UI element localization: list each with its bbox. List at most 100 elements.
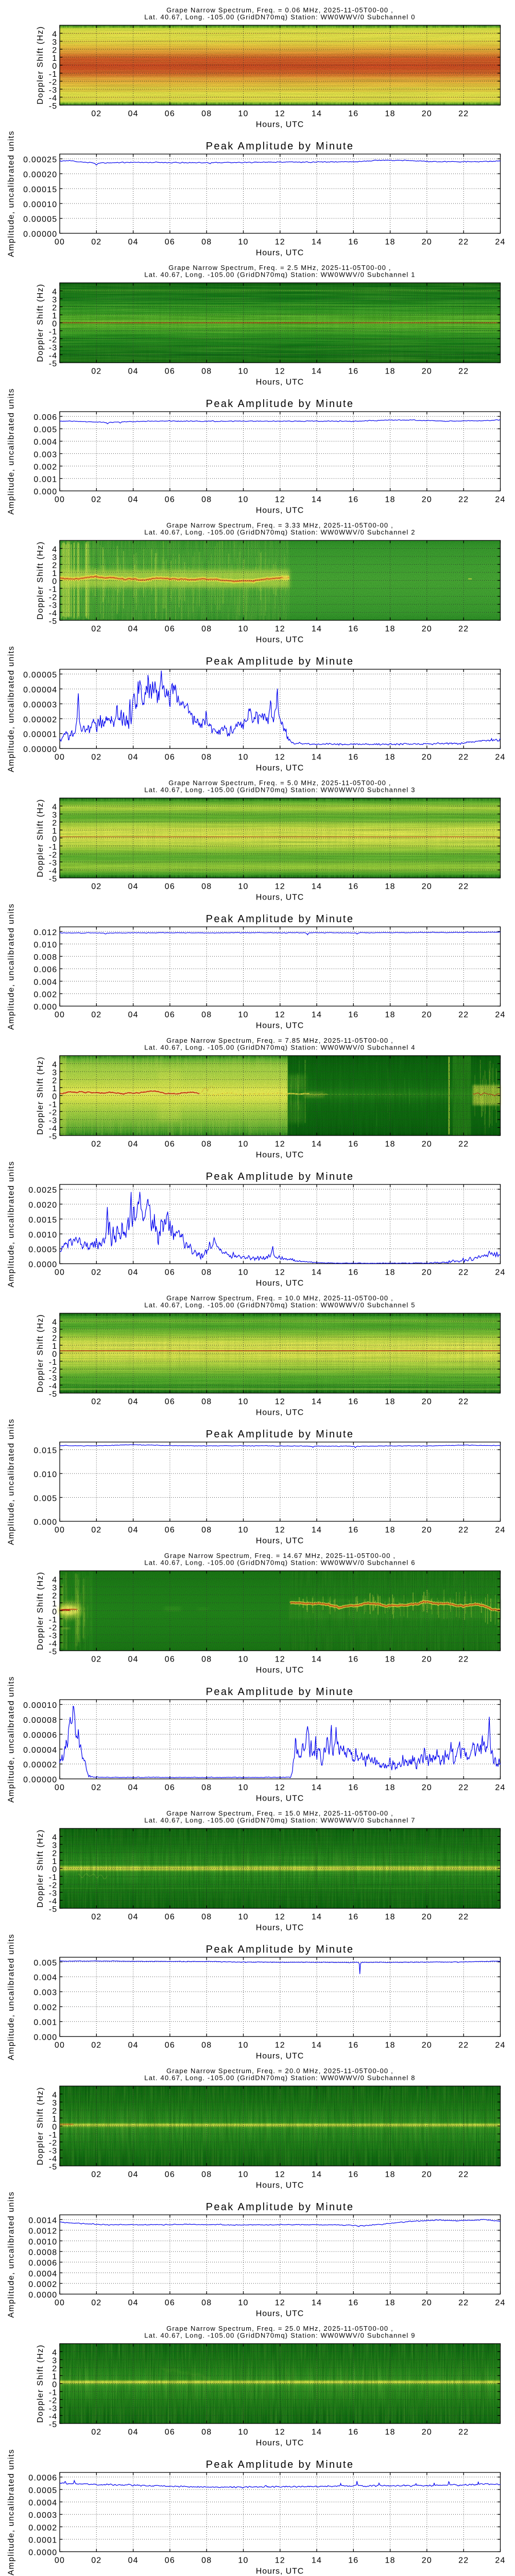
svg-text:10: 10 [238, 2171, 248, 2179]
svg-text:14: 14 [312, 1783, 322, 1792]
svg-text:06: 06 [165, 2298, 175, 2307]
svg-text:Hours, UTC: Hours, UTC [256, 506, 304, 515]
svg-text:04: 04 [128, 2556, 138, 2565]
svg-text:-1: -1 [49, 2388, 58, 2397]
svg-text:04: 04 [128, 883, 138, 891]
svg-text:-1: -1 [49, 1100, 58, 1109]
svg-text:06: 06 [165, 625, 175, 634]
svg-text:0.0012: 0.0012 [28, 2227, 57, 2236]
svg-text:0.0025: 0.0025 [28, 1186, 57, 1195]
svg-text:18: 18 [385, 2556, 395, 2565]
svg-text:Peak Amplitude by Minute: Peak Amplitude by Minute [206, 2459, 354, 2470]
svg-text:Doppler Shift (Hz): Doppler Shift (Hz) [36, 283, 45, 362]
svg-text:18: 18 [385, 1913, 395, 1922]
svg-text:24: 24 [495, 2041, 505, 2049]
svg-text:18: 18 [385, 1655, 395, 1664]
svg-text:Grape Narrow Spectrum, Freq. =: Grape Narrow Spectrum, Freq. = 15.0 MHz,… [166, 1809, 393, 1817]
svg-text:-4: -4 [49, 867, 58, 875]
svg-text:2: 2 [52, 819, 57, 827]
svg-text:02: 02 [91, 2428, 101, 2437]
svg-text:14: 14 [312, 883, 322, 891]
svg-text:-3: -3 [49, 1116, 58, 1125]
svg-text:4: 4 [52, 1318, 57, 1327]
svg-text:4: 4 [52, 287, 57, 296]
svg-text:10: 10 [238, 2041, 248, 2049]
svg-text:2: 2 [52, 303, 57, 312]
svg-text:10: 10 [238, 1010, 248, 1019]
svg-text:0.015: 0.015 [33, 1447, 57, 1455]
svg-text:12: 12 [275, 1913, 285, 1922]
svg-text:12: 12 [275, 238, 285, 246]
svg-text:14: 14 [312, 2556, 322, 2565]
svg-text:04: 04 [128, 753, 138, 761]
svg-text:00: 00 [55, 753, 65, 761]
svg-text:10: 10 [238, 1913, 248, 1922]
svg-text:18: 18 [385, 625, 395, 634]
svg-text:-4: -4 [49, 2412, 58, 2421]
svg-text:24: 24 [495, 1526, 505, 1534]
svg-text:4: 4 [52, 545, 57, 554]
svg-text:24: 24 [495, 1268, 505, 1277]
svg-text:4: 4 [52, 2348, 57, 2357]
svg-text:20: 20 [422, 495, 432, 504]
svg-text:02: 02 [91, 2171, 101, 2179]
svg-text:06: 06 [165, 2171, 175, 2179]
svg-text:24: 24 [495, 1783, 505, 1792]
svg-text:10: 10 [238, 753, 248, 761]
svg-text:0: 0 [52, 1607, 57, 1616]
svg-text:06: 06 [165, 1398, 175, 1406]
svg-text:0.000: 0.000 [33, 488, 57, 497]
svg-text:0.00020: 0.00020 [23, 171, 57, 179]
svg-text:0.010: 0.010 [33, 1470, 57, 1479]
svg-text:-3: -3 [49, 859, 58, 868]
svg-text:04: 04 [128, 1010, 138, 1019]
svg-text:0: 0 [52, 319, 57, 328]
svg-text:02: 02 [91, 1398, 101, 1406]
svg-text:06: 06 [165, 110, 175, 118]
svg-text:Hours, UTC: Hours, UTC [256, 378, 304, 387]
svg-text:20: 20 [422, 367, 432, 376]
svg-text:10: 10 [238, 1783, 248, 1792]
svg-text:-2: -2 [49, 78, 58, 87]
svg-text:04: 04 [128, 625, 138, 634]
svg-text:0.002: 0.002 [33, 991, 57, 999]
svg-text:-4: -4 [49, 1897, 58, 1906]
svg-text:16: 16 [348, 1268, 358, 1277]
svg-text:18: 18 [385, 1268, 395, 1277]
svg-text:24: 24 [495, 2298, 505, 2307]
svg-text:12: 12 [275, 753, 285, 761]
svg-text:Lat. 40.67, Long. -105.00 (Gr: Lat. 40.67, Long. -105.00 (GridDN70mq) S… [144, 1044, 415, 1052]
svg-text:0.00008: 0.00008 [23, 1716, 57, 1725]
svg-text:18: 18 [385, 1140, 395, 1149]
svg-text:16: 16 [348, 1913, 358, 1922]
svg-text:4: 4 [52, 30, 57, 39]
svg-text:02: 02 [91, 1783, 101, 1792]
svg-text:1: 1 [52, 1600, 57, 1608]
svg-text:Lat. 40.67, Long. -105.00 (Gr: Lat. 40.67, Long. -105.00 (GridDN70mq) S… [144, 13, 415, 21]
svg-text:Grape Narrow Spectrum, Freq. =: Grape Narrow Spectrum, Freq. = 0.06 MHz,… [166, 6, 393, 14]
svg-text:1: 1 [52, 54, 57, 63]
svg-text:-4: -4 [49, 2155, 58, 2163]
svg-text:08: 08 [201, 1526, 212, 1534]
svg-text:-5: -5 [49, 2420, 58, 2429]
svg-text:0.00005: 0.00005 [23, 215, 57, 224]
svg-text:0.0005: 0.0005 [28, 2486, 57, 2495]
svg-text:16: 16 [348, 2171, 358, 2179]
svg-text:08: 08 [201, 753, 212, 761]
svg-text:Doppler Shift (Hz): Doppler Shift (Hz) [36, 2087, 45, 2165]
svg-text:00: 00 [55, 238, 65, 246]
svg-text:3: 3 [52, 1841, 57, 1850]
svg-text:10: 10 [238, 2556, 248, 2565]
svg-text:0.0004: 0.0004 [28, 2269, 57, 2278]
svg-text:3: 3 [52, 38, 57, 47]
svg-text:22: 22 [458, 2171, 469, 2179]
svg-text:Peak Amplitude by Minute: Peak Amplitude by Minute [206, 913, 354, 925]
svg-text:20: 20 [422, 2041, 432, 2049]
svg-text:04: 04 [128, 1140, 138, 1149]
svg-text:02: 02 [91, 625, 101, 634]
svg-text:0.00010: 0.00010 [23, 200, 57, 209]
svg-text:2: 2 [52, 2107, 57, 2115]
svg-text:Doppler Shift (Hz): Doppler Shift (Hz) [36, 2344, 45, 2422]
svg-text:12: 12 [275, 625, 285, 634]
svg-text:-2: -2 [49, 1366, 58, 1375]
